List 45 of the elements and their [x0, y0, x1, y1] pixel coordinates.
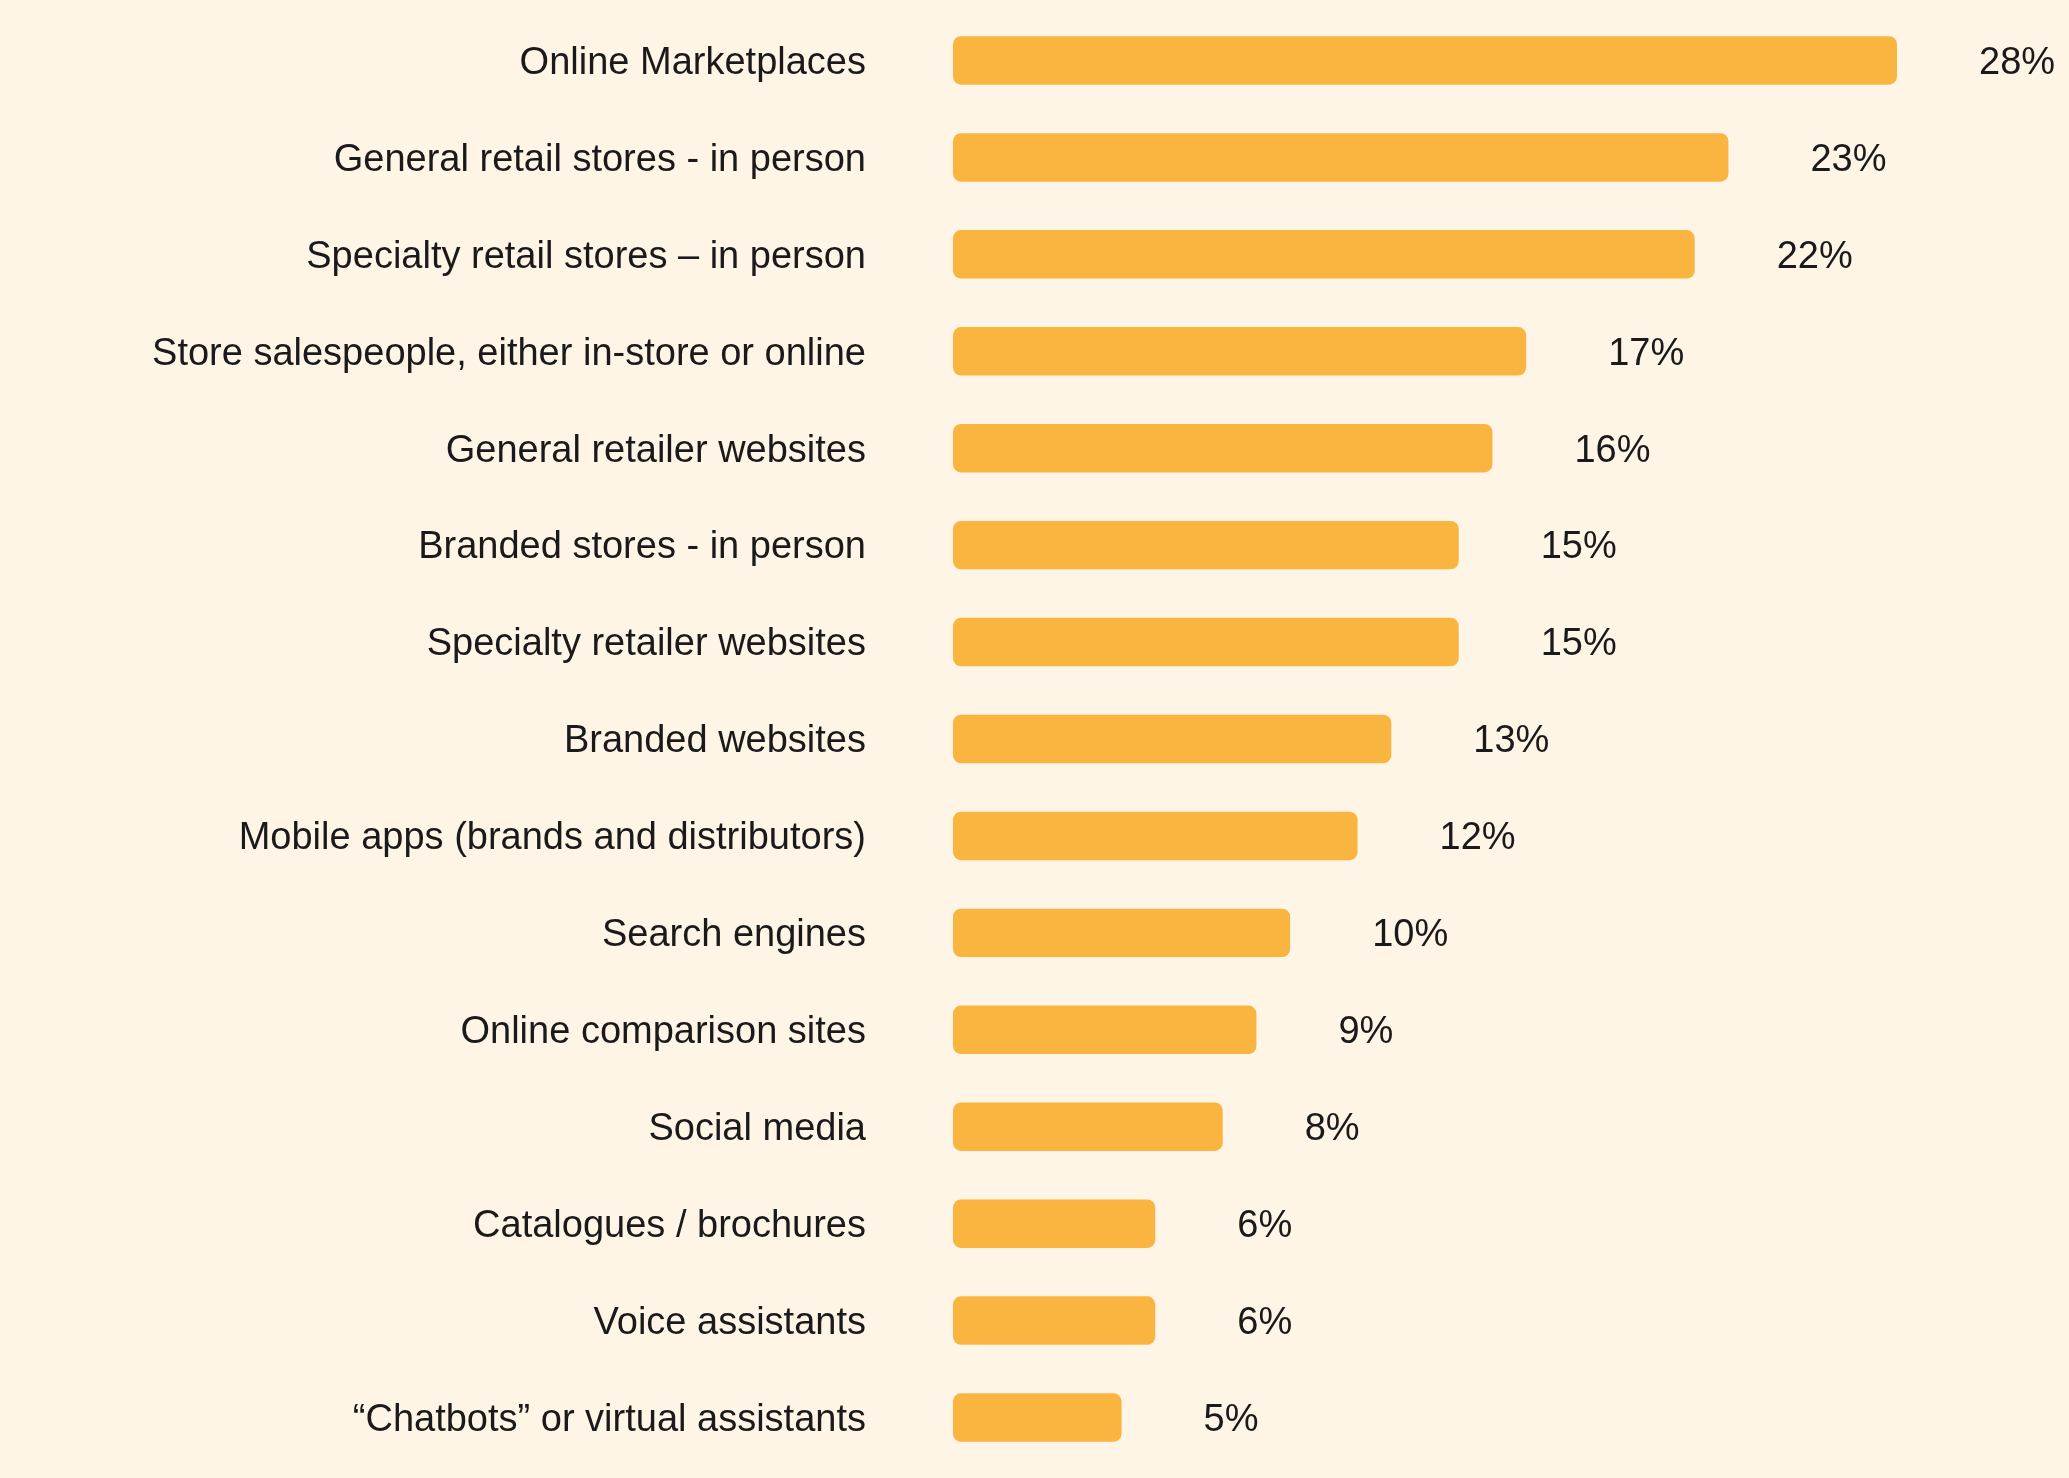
bar — [953, 1296, 1156, 1345]
y-tick-label: Online Marketplaces — [519, 39, 866, 82]
y-tick-label: Branded stores - in person — [418, 524, 866, 567]
bar — [953, 617, 1459, 667]
bar — [953, 811, 1358, 861]
data-label: 12% — [1439, 815, 1516, 858]
bar — [953, 1393, 1122, 1442]
data-label: 6% — [1237, 1299, 1293, 1342]
y-tick-label: Store salespeople, either in-store or online — [152, 330, 866, 373]
bar — [953, 908, 1291, 958]
bar — [953, 423, 1493, 473]
y-tick-label: Social media — [648, 1106, 867, 1149]
data-label: 15% — [1540, 524, 1617, 567]
data-label: 15% — [1540, 621, 1617, 664]
y-tick-label: “Chatbots” or virtual assistants — [352, 1396, 866, 1439]
y-tick-label: Catalogues / brochures — [473, 1202, 866, 1245]
data-label: 17% — [1608, 330, 1685, 373]
bar — [953, 1102, 1223, 1151]
data-label: 23% — [1810, 136, 1887, 179]
y-tick-label: Specialty retail stores – in person — [306, 233, 866, 276]
data-label: 5% — [1203, 1396, 1259, 1439]
bar — [953, 36, 1897, 85]
y-tick-label: Search engines — [601, 912, 866, 955]
data-label: 13% — [1473, 718, 1550, 761]
y-tick-label: General retailer websites — [445, 427, 866, 470]
bar — [953, 133, 1729, 182]
data-label: 10% — [1372, 912, 1449, 955]
y-tick-label: Specialty retailer websites — [426, 621, 866, 664]
data-label: 6% — [1237, 1202, 1293, 1245]
y-tick-label: Branded websites — [563, 718, 866, 761]
y-tick-label: Mobile apps (brands and distributors) — [238, 815, 866, 858]
bar — [953, 1005, 1257, 1055]
y-tick-label: Online comparison sites — [460, 1009, 866, 1052]
bar — [953, 714, 1392, 764]
data-label: 8% — [1304, 1106, 1360, 1149]
data-label: 28% — [1979, 39, 2056, 82]
data-label: 9% — [1338, 1009, 1394, 1052]
data-label: 22% — [1776, 233, 1853, 276]
bar — [953, 230, 1695, 279]
bar — [953, 327, 1527, 376]
y-tick-label: General retail stores - in person — [333, 136, 866, 179]
data-label: 16% — [1574, 427, 1651, 470]
y-tick-label: Voice assistants — [593, 1299, 866, 1342]
bar — [953, 520, 1459, 570]
bar — [953, 1199, 1156, 1248]
